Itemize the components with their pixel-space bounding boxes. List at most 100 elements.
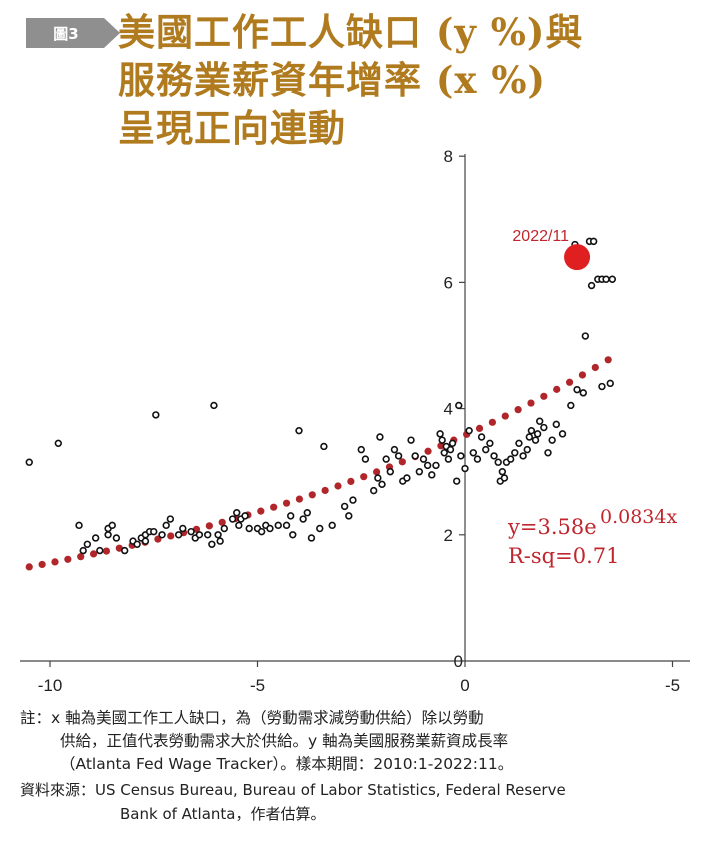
data-point xyxy=(374,474,382,482)
data-point xyxy=(540,423,548,432)
data-point xyxy=(357,445,365,454)
data-point xyxy=(266,524,274,533)
data-point xyxy=(567,401,575,410)
trendline-dot xyxy=(437,442,445,450)
data-point xyxy=(511,449,519,457)
trendline-dot xyxy=(360,473,368,481)
data-point xyxy=(608,275,617,283)
trendline-dot xyxy=(488,418,496,426)
data-point xyxy=(548,436,556,444)
chart-title-line-3: 呈現正向連動 xyxy=(118,106,346,150)
data-point xyxy=(482,445,490,454)
note-line-3: （Atlanta Fed Wage Tracker）。樣本期間：2010:1-2… xyxy=(60,755,514,773)
data-point xyxy=(525,433,534,441)
trendline-dot xyxy=(308,491,316,499)
data-point xyxy=(361,455,370,463)
equation-exponent: 0.0834x xyxy=(600,506,677,528)
trendline-dot xyxy=(102,547,111,555)
data-point xyxy=(83,540,92,548)
data-point xyxy=(390,445,399,454)
data-point xyxy=(316,524,324,533)
data-point xyxy=(465,426,473,435)
trendline-dot xyxy=(51,558,59,566)
data-point xyxy=(453,477,461,485)
data-point xyxy=(166,515,175,523)
data-point xyxy=(112,534,121,542)
data-point xyxy=(382,455,390,463)
data-point xyxy=(428,471,436,479)
r-squared-label: R-sq=0.71 xyxy=(508,544,619,568)
data-point xyxy=(411,452,419,460)
data-point xyxy=(320,442,328,451)
trendline-dot xyxy=(347,477,355,485)
trendline-dot xyxy=(77,553,85,561)
data-point xyxy=(287,512,295,520)
data-point xyxy=(349,496,357,504)
data-point xyxy=(299,515,307,523)
trendline-dot xyxy=(25,563,33,571)
data-point xyxy=(423,461,432,470)
data-point xyxy=(257,527,266,536)
data-point xyxy=(473,455,482,463)
data-point xyxy=(579,389,587,397)
trendline-dot xyxy=(167,532,175,540)
x-tick-label: -5 xyxy=(665,676,680,695)
highlight-point xyxy=(564,244,591,271)
data-point xyxy=(535,417,544,425)
data-point xyxy=(432,461,440,470)
y-tick-label: 2 xyxy=(444,526,453,545)
data-point xyxy=(282,521,291,530)
data-point xyxy=(589,237,598,246)
trendline-dot xyxy=(604,356,612,364)
data-point xyxy=(241,512,249,520)
data-point xyxy=(533,430,542,438)
y-tick-label-zero: 0 xyxy=(454,652,463,671)
trendline-dot xyxy=(527,399,535,407)
chart-title-line-2: 服務業薪資年增率 (x %) xyxy=(118,58,546,102)
data-point xyxy=(91,534,100,542)
trendline-dot xyxy=(270,503,278,511)
note-line-1: 註：x 軸為美國工作工人缺口，為（勞動需求減勞動供給）除以勞動 xyxy=(20,709,484,727)
trendline-dot xyxy=(38,560,46,569)
data-point xyxy=(500,474,509,482)
trendline-dot xyxy=(565,378,574,386)
data-point xyxy=(104,531,112,539)
data-point xyxy=(477,433,486,441)
data-point xyxy=(152,411,160,419)
data-point xyxy=(436,430,444,438)
data-point xyxy=(552,420,560,429)
data-point xyxy=(150,527,158,536)
data-point xyxy=(220,524,229,533)
data-point xyxy=(531,436,540,444)
highlight-label: 2022/11 xyxy=(512,228,569,245)
data-point xyxy=(133,540,141,548)
data-point xyxy=(303,509,311,517)
data-point xyxy=(174,531,183,539)
data-point xyxy=(340,502,349,511)
data-point xyxy=(448,439,457,448)
source-line-1: 資料來源：US Census Bureau, Bureau of Labor S… xyxy=(20,781,566,799)
data-point xyxy=(515,439,523,448)
trendline-dot xyxy=(321,486,329,495)
data-point xyxy=(490,452,498,460)
data-point xyxy=(79,546,87,555)
data-point xyxy=(210,401,218,410)
data-point xyxy=(394,452,403,460)
data-point xyxy=(370,486,378,495)
trendline-dot xyxy=(591,363,599,372)
trendline-dot xyxy=(514,406,522,414)
data-point xyxy=(295,426,303,435)
data-point xyxy=(75,521,83,530)
data-point xyxy=(544,449,552,457)
data-point xyxy=(602,275,610,283)
trendline-dot xyxy=(424,447,432,455)
trendline-dot xyxy=(540,392,548,400)
data-point xyxy=(120,546,129,555)
trendline-dot xyxy=(218,518,226,526)
data-point xyxy=(486,439,494,448)
data-point xyxy=(419,455,428,463)
data-point xyxy=(233,509,241,517)
note-line-2: 供給，正值代表勞動需求大於供給。y 軸為美國服務業薪資成長率 xyxy=(60,732,509,750)
data-point xyxy=(469,449,477,457)
y-tick-label: 6 xyxy=(444,273,453,292)
